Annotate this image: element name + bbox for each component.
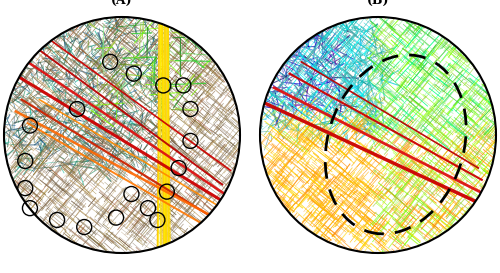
Text: (A): (A): [111, 0, 133, 7]
Text: (B): (B): [367, 0, 389, 7]
